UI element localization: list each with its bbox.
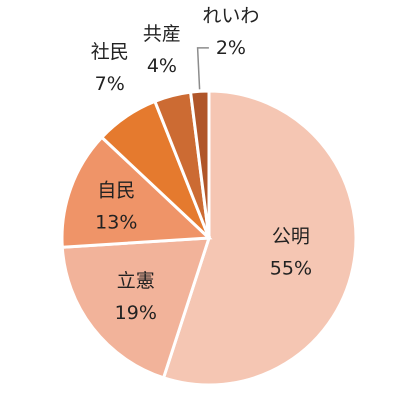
pie-label-5: 共産 4% <box>143 23 181 77</box>
pie-slice-6 <box>188 89 211 239</box>
pie-label-1: 公明 55% <box>270 226 312 280</box>
slice-value-label: 13% <box>95 212 137 234</box>
pie-label-4: 社民 7% <box>91 41 129 95</box>
slice-category-label: 社民 <box>91 41 129 63</box>
slice-category-label: 自民 <box>97 180 135 202</box>
slice-category-label: れいわ <box>202 5 259 27</box>
slice-category-label: 公明 <box>272 226 310 248</box>
pie-label-6: れいわ 2% <box>202 5 259 59</box>
pie-slice-2 <box>60 236 212 380</box>
pie-label-2: 立憲 19% <box>115 270 157 324</box>
pie-labels: 公明 55% 立憲 19% 自民 13% 社民 7% 共産 4% れいわ 2% <box>91 5 312 324</box>
slice-category-label: 立憲 <box>117 270 155 292</box>
pie-slices <box>60 89 358 387</box>
leader-lines <box>196 47 209 90</box>
pie-slice-1 <box>161 89 358 387</box>
slice-value-label: 2% <box>216 37 246 59</box>
slice-category-label: 共産 <box>143 23 181 45</box>
pie-slice-3 <box>60 135 213 249</box>
leader-line <box>196 47 209 90</box>
slice-value-label: 55% <box>270 258 312 280</box>
slice-value-label: 7% <box>95 73 125 95</box>
pie-label-3: 自民 13% <box>95 180 137 234</box>
slice-value-label: 19% <box>115 302 157 324</box>
slice-value-label: 4% <box>147 55 177 77</box>
